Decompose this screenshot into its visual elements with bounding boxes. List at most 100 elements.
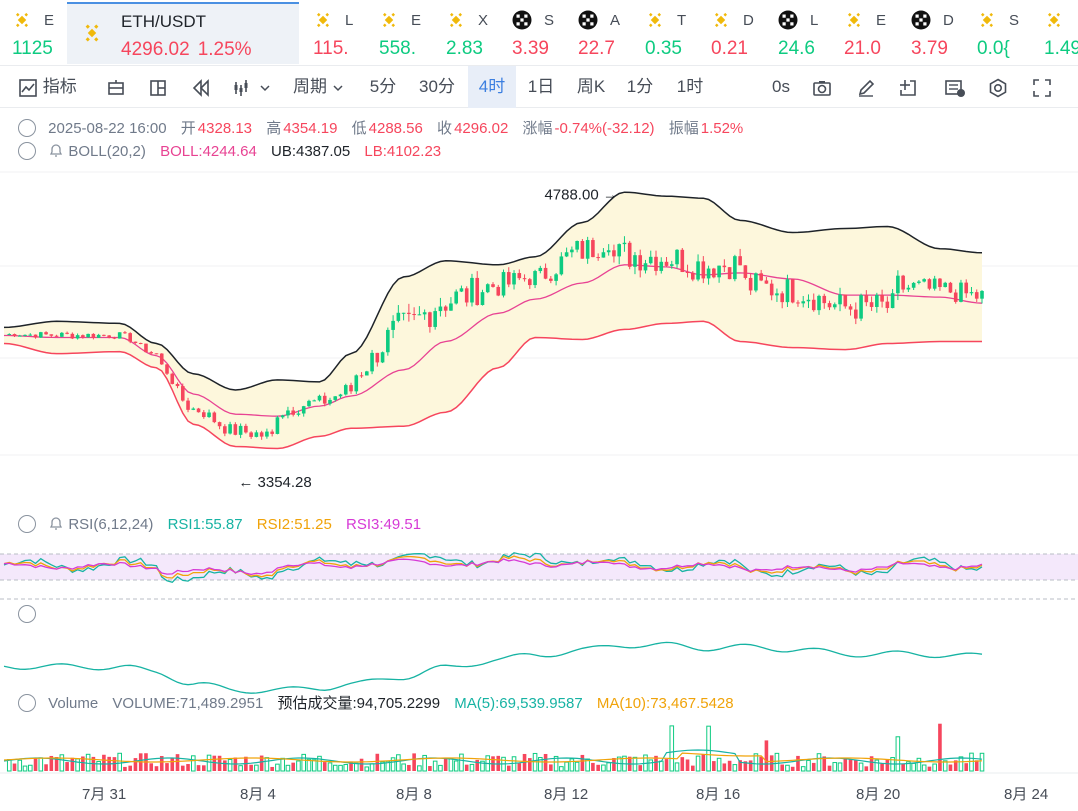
candle-body	[354, 375, 359, 392]
interval-3[interactable]: 1日	[527, 77, 555, 96]
change-label: 涨幅	[522, 120, 553, 137]
candle-body	[606, 250, 611, 253]
candle-body	[396, 312, 401, 321]
ticker-strip: E 1125 L 115. E 558. X 2.83 S 3.39 A 22.7 T 0.35 D 0.21…	[0, 0, 1078, 66]
screenshot-button[interactable]	[812, 66, 832, 108]
replay-button[interactable]	[190, 66, 212, 108]
ticker-item[interactable]: L 24.6	[778, 8, 838, 62]
layout-button[interactable]	[148, 66, 168, 108]
collapse-toggle-icon[interactable]	[18, 515, 36, 534]
ticker-item[interactable]: X 2.83	[446, 8, 506, 62]
candle-body	[191, 408, 196, 410]
chart-type-button[interactable]	[106, 66, 126, 108]
pane-expand[interactable]	[18, 605, 44, 624]
ticker-item[interactable]: S 3.39	[512, 8, 572, 62]
ticker-item[interactable]: L 115.	[313, 8, 373, 62]
candle-body	[91, 333, 96, 338]
interval-6[interactable]: 1时	[676, 77, 704, 96]
volume-bar	[764, 740, 769, 771]
candle-body	[7, 334, 12, 336]
candle-body	[917, 281, 921, 283]
volume-bar	[706, 725, 711, 772]
volume-bar	[59, 754, 65, 772]
add-indicator-button[interactable]	[898, 66, 918, 108]
x-axis-label: 8月 12	[544, 786, 589, 803]
candle-body	[738, 256, 742, 266]
ticker-item[interactable]: D 3.79	[911, 8, 971, 62]
candle-body	[633, 255, 637, 267]
settings-button[interactable]	[988, 66, 1008, 108]
candle-body	[980, 290, 984, 299]
interval-4[interactable]: 周K	[576, 77, 606, 96]
fullscreen-button[interactable]	[1032, 66, 1052, 108]
volume-bar	[691, 765, 695, 771]
ticker-item[interactable]: E 1125	[12, 8, 72, 62]
candle-body	[575, 241, 579, 250]
volume-bar	[432, 760, 438, 772]
indicator-type-dropdown[interactable]	[232, 66, 271, 108]
interval-1[interactable]: 30分	[419, 77, 455, 96]
volume-bar	[149, 763, 154, 771]
chevron-right-icon[interactable]	[18, 605, 36, 624]
candle-body	[685, 272, 690, 274]
volume-bar	[549, 764, 553, 771]
volume-bar	[202, 765, 206, 771]
active-ticker-tab[interactable]: ETH/USDT 4296.02 1.25%	[67, 2, 299, 64]
volume-bar	[800, 766, 806, 772]
candle-body	[17, 335, 22, 337]
ticker-item[interactable]: D 0.21	[711, 8, 771, 62]
chart-toolbar: 指标 周期 5分 30分 4时 1日 周K 1分 1时 0s	[0, 66, 1078, 108]
x-axis-label: 8月 4	[240, 786, 276, 803]
period-dropdown[interactable]: 周期	[293, 66, 344, 108]
volume-bar	[223, 760, 227, 771]
interval-2[interactable]: 4时	[468, 66, 516, 108]
volume-bar	[701, 754, 706, 771]
rsi3-line	[3, 558, 983, 576]
volume-bar	[6, 759, 12, 772]
volume-bar	[553, 755, 559, 772]
volume-bar	[17, 759, 23, 772]
interval-0[interactable]: 5分	[369, 77, 397, 96]
candle-body	[207, 412, 211, 418]
candle-body	[832, 304, 837, 308]
candle-body	[322, 395, 327, 404]
candle-body	[648, 256, 653, 264]
ticker-item[interactable]: T 0.35	[645, 8, 705, 62]
template-button[interactable]	[944, 66, 966, 108]
collapse-toggle-icon[interactable]	[18, 694, 36, 713]
ticker-symbol: E	[876, 12, 887, 29]
ticker-item[interactable]: E 21.0	[844, 8, 904, 62]
volume-bar	[874, 759, 880, 772]
binance-icon	[977, 10, 997, 30]
candle-body	[81, 335, 85, 338]
draw-button[interactable]	[856, 66, 876, 108]
indicators-button[interactable]: 指标	[18, 66, 77, 108]
volume-bar	[417, 765, 422, 772]
interval-5[interactable]: 1分	[626, 77, 654, 96]
candle-body	[675, 249, 679, 265]
candle-body	[680, 249, 685, 273]
ticker-item[interactable]: 1.49	[1044, 8, 1078, 62]
volume-bar	[753, 753, 759, 772]
collapse-toggle-icon[interactable]	[18, 119, 36, 138]
ticker-item[interactable]: A 22.7	[578, 8, 638, 62]
candle-body	[580, 241, 585, 259]
candle-body	[196, 408, 201, 413]
candle-body	[349, 385, 353, 392]
volume-bar	[170, 757, 175, 771]
candle-body	[365, 371, 369, 376]
bell-icon[interactable]	[48, 142, 64, 158]
ticker-item[interactable]: E 558.	[379, 8, 439, 62]
bell-icon[interactable]	[48, 515, 64, 531]
volume-bar	[664, 759, 669, 771]
candle-body	[864, 295, 869, 303]
volume-bar	[569, 758, 575, 772]
candle-body	[60, 332, 64, 337]
volume-bar	[270, 766, 274, 771]
volume-ma5: MA(5):69,539.9587	[454, 695, 583, 712]
collapse-toggle-icon[interactable]	[18, 142, 36, 161]
ticker-item[interactable]: S 0.0{	[977, 8, 1037, 62]
candle-body	[165, 364, 169, 374]
candle-body	[617, 244, 621, 257]
